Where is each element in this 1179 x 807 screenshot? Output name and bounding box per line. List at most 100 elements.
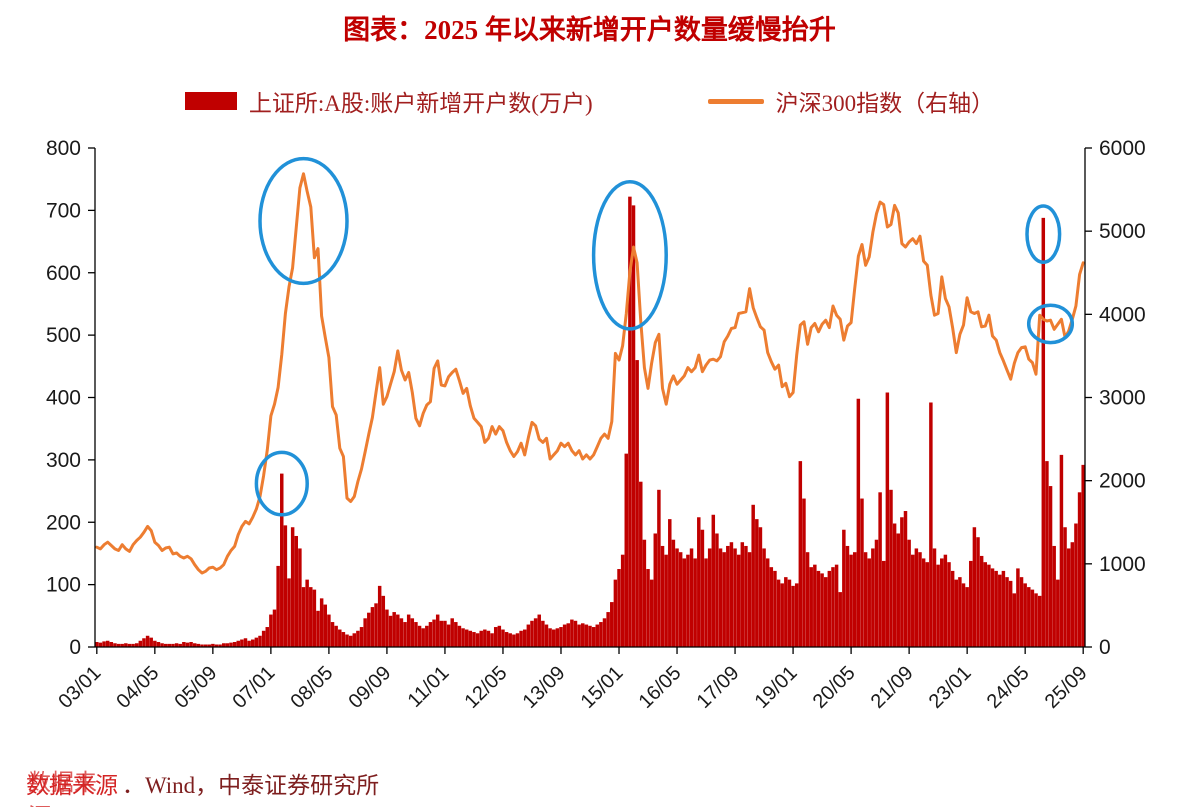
bar-series-swatch — [184, 92, 237, 110]
bar-month-236 — [950, 570, 955, 647]
left-axis-label: 100 — [46, 574, 81, 597]
bar-month-227 — [918, 552, 922, 647]
bar-month-13 — [142, 638, 146, 647]
bar-month-39 — [236, 640, 240, 647]
bar-month-84 — [399, 618, 404, 647]
bar-month-34 — [218, 644, 222, 647]
bar-month-128 — [559, 627, 563, 647]
bar-month-67 — [338, 629, 342, 647]
bar-month-42 — [247, 640, 251, 647]
bar-month-149 — [635, 360, 639, 647]
bar-month-138 — [595, 624, 599, 647]
bar-month-243 — [976, 537, 980, 647]
bar-month-157 — [664, 554, 668, 647]
bar-month-233 — [940, 558, 944, 647]
bar-month-12 — [138, 640, 143, 647]
left-axis-label: 800 — [46, 137, 81, 160]
annotation-peak-2015 — [591, 179, 668, 331]
bar-month-93 — [432, 619, 436, 647]
bar-month-179 — [744, 545, 748, 647]
bar-month-257 — [1027, 587, 1031, 647]
bar-month-71 — [352, 633, 357, 647]
bar-month-272 — [1081, 464, 1085, 647]
bar-month-203 — [831, 567, 835, 647]
bar-month-106 — [479, 630, 483, 647]
bar-month-165 — [693, 558, 697, 647]
csi300-line — [95, 172, 1085, 575]
bar-month-82 — [392, 612, 396, 647]
bar-month-8 — [124, 643, 128, 647]
bar-month-53 — [287, 578, 291, 647]
bar-month-73 — [359, 627, 364, 647]
bar-month-59 — [309, 587, 313, 647]
bar-month-83 — [396, 614, 400, 647]
source-prefix-text: 数据来源 — [26, 773, 118, 798]
bar-month-77 — [374, 603, 378, 647]
bar-month-60 — [312, 589, 317, 647]
bar-month-70 — [348, 635, 353, 647]
bar-month-212 — [863, 552, 868, 647]
bar-month-113 — [504, 632, 509, 647]
bar-month-189 — [780, 583, 784, 647]
bar-month-18 — [160, 643, 164, 647]
bar-month-1 — [98, 642, 103, 647]
bar-month-238 — [958, 577, 962, 647]
bar-month-240 — [965, 587, 969, 647]
bar-month-178 — [740, 542, 745, 647]
chart-title: 图表：2025 年以来新增开户数量缓慢抬升 — [343, 15, 836, 45]
bar-month-255 — [1019, 577, 1024, 647]
bar-month-266 — [1059, 454, 1064, 647]
bar-month-198 — [813, 564, 817, 647]
bar-month-154 — [653, 533, 658, 647]
bar-month-47 — [265, 627, 269, 647]
bar-month-90 — [421, 628, 425, 647]
bar-month-175 — [729, 542, 734, 647]
bar-month-89 — [417, 625, 422, 647]
bar-month-75 — [367, 612, 371, 647]
bar-month-235 — [947, 562, 951, 647]
bar-month-237 — [954, 579, 958, 647]
bar-month-32 — [211, 643, 215, 647]
bar-month-86 — [406, 614, 411, 647]
x-axis-label: 11/01 — [404, 662, 454, 712]
bar-month-119 — [526, 624, 531, 647]
bar-month-199 — [816, 570, 821, 647]
bar-month-152 — [646, 569, 650, 647]
bar-month-11 — [134, 643, 139, 647]
bar-month-17 — [156, 642, 161, 647]
bar-month-252 — [1008, 580, 1013, 647]
bar-month-172 — [718, 548, 723, 647]
bar-month-117 — [519, 630, 523, 647]
x-axis-label: 12/05 — [461, 662, 512, 713]
bar-month-267 — [1063, 527, 1067, 647]
bar-month-232 — [936, 564, 940, 647]
left-axis-label: 300 — [46, 449, 81, 472]
bar-month-174 — [726, 545, 730, 647]
bar-month-193 — [794, 583, 799, 647]
bar-month-19 — [163, 643, 168, 647]
bar-month-56 — [298, 548, 302, 647]
bar-month-146 — [624, 453, 628, 647]
bar-month-162 — [682, 558, 687, 647]
bar-month-116 — [515, 633, 520, 647]
bar-month-226 — [914, 548, 919, 647]
bar-month-87 — [410, 618, 415, 647]
bar-month-187 — [773, 570, 777, 647]
bar-month-216 — [878, 492, 882, 647]
x-axis-label: 05/09 — [170, 662, 221, 713]
bar-month-204 — [834, 564, 839, 647]
bar-month-25 — [185, 642, 190, 647]
combo-chart: 0 100 200 300 400 500 600 700 800 0 1000 2000 3000 40… — [46, 137, 1146, 713]
bar-month-28 — [196, 643, 201, 647]
bar-month-81 — [388, 615, 393, 647]
bar-month-268 — [1066, 548, 1071, 647]
bar-month-52 — [283, 525, 288, 647]
left-axis-label: 500 — [46, 324, 81, 347]
source-note: 数据来源数据来源．Wind，中泰证券研究所 — [26, 766, 379, 807]
bar-month-141 — [606, 612, 610, 647]
x-axis-label: 23/01 — [925, 662, 976, 713]
bar-month-188 — [776, 579, 781, 647]
bar-month-41 — [243, 638, 248, 647]
bar-month-147 — [628, 196, 632, 647]
x-axis-label: 07/01 — [228, 662, 279, 713]
